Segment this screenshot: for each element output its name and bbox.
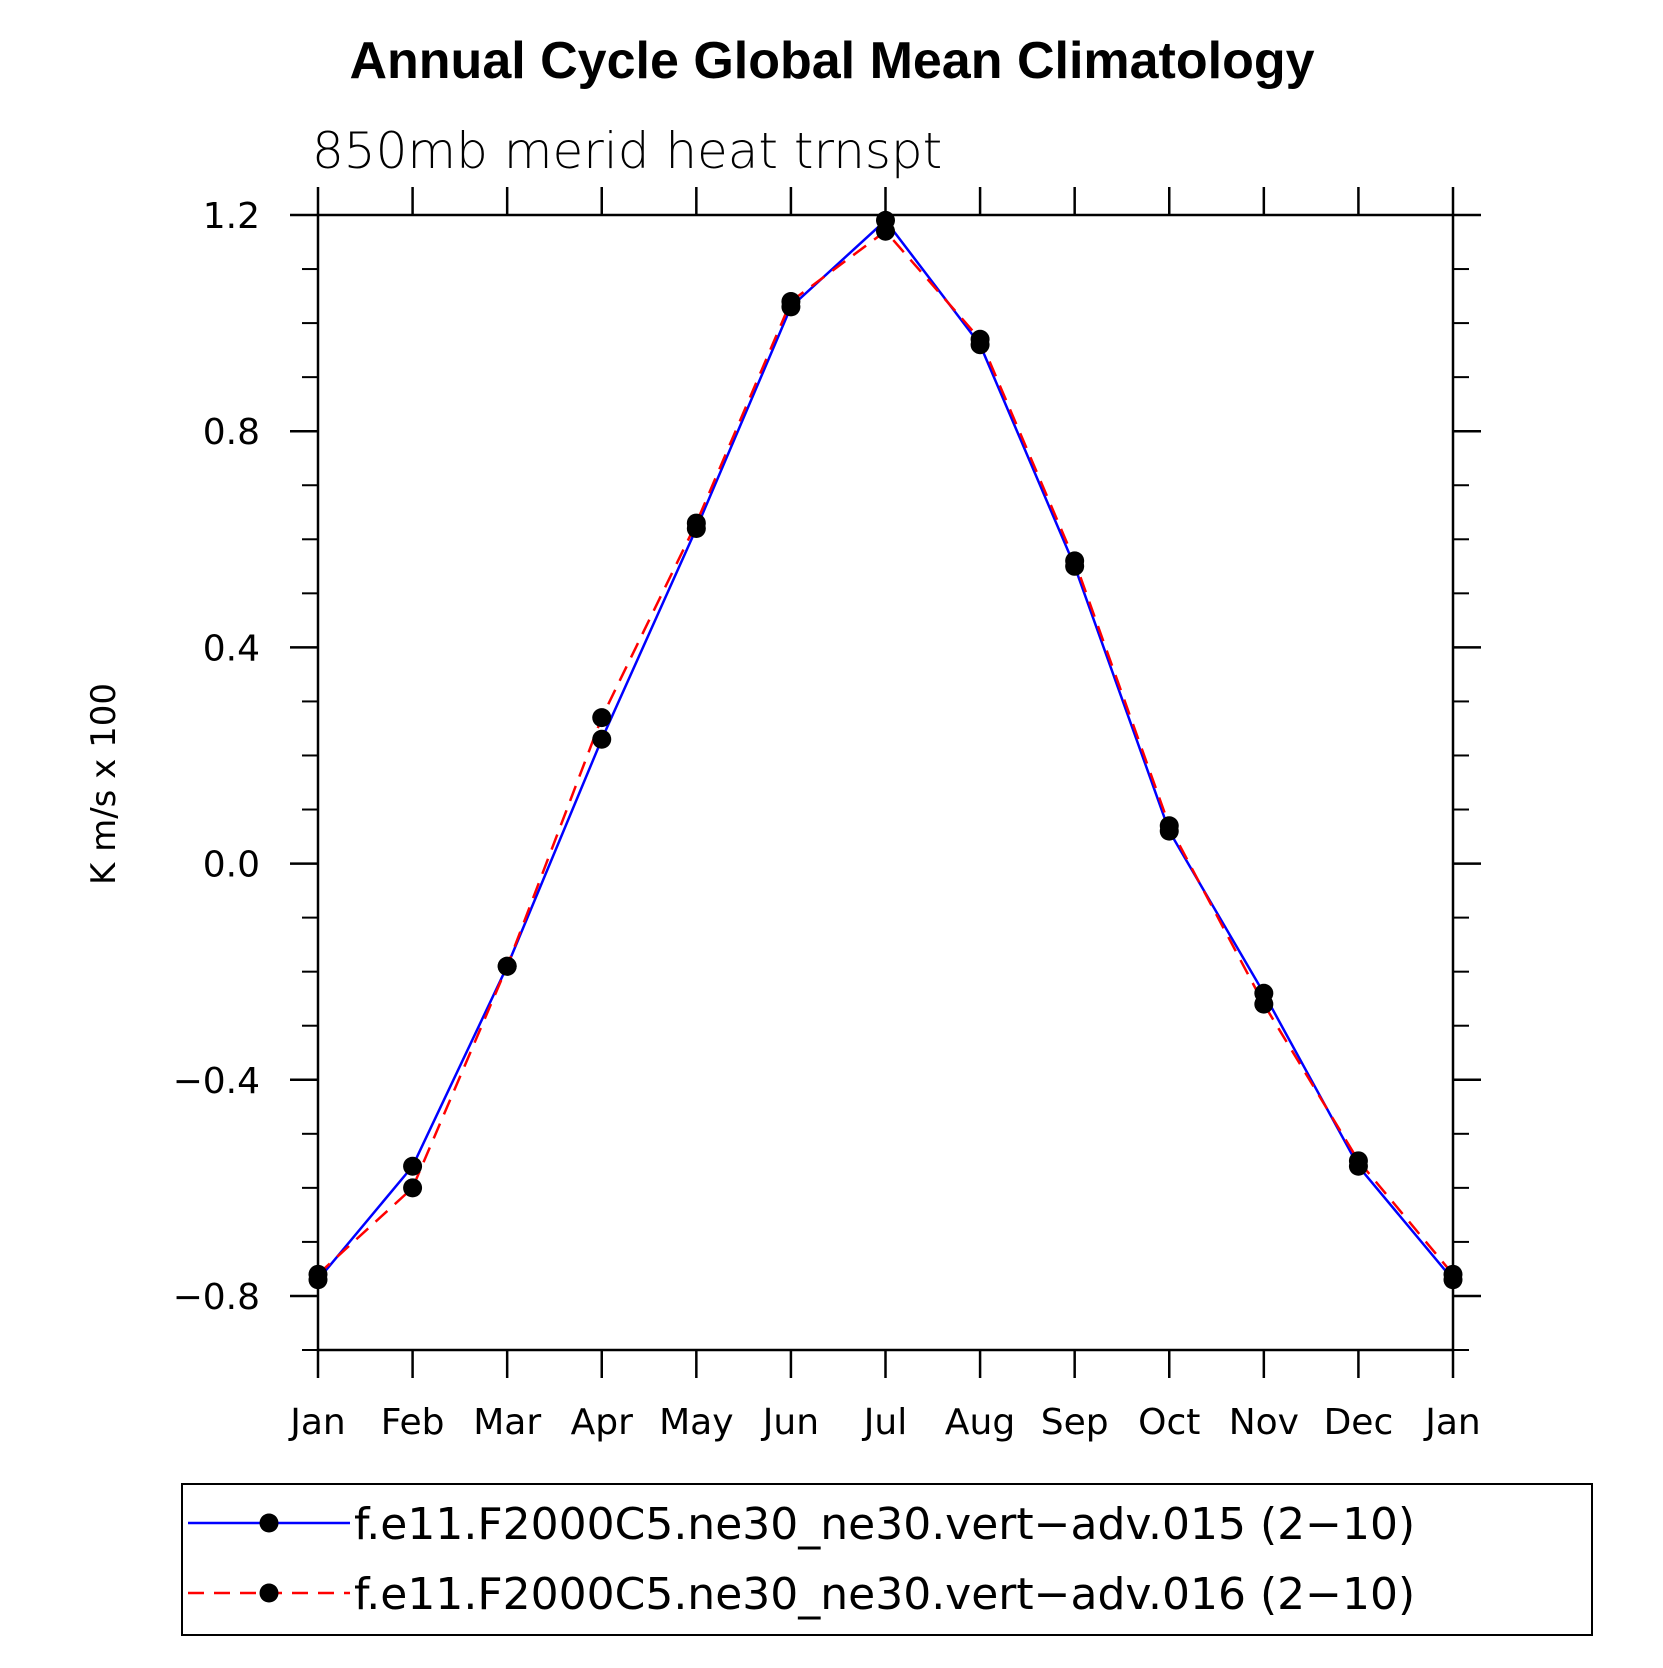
series-1-line	[317, 218, 1454, 1281]
x-tick-label: Jan	[288, 1402, 346, 1443]
legend-entry-label: f.e11.F2000C5.ne30_ne30.vert−adv.015 (2−…	[354, 1499, 1415, 1550]
y-tick-label: −0.8	[173, 1277, 260, 1318]
series-2-point	[686, 513, 706, 533]
legend-swatch-marker	[259, 1583, 279, 1603]
series-2-point	[497, 956, 517, 976]
y-tick-label: 1.2	[203, 196, 260, 237]
series-2-point	[876, 221, 895, 241]
x-tick-label: Sep	[1041, 1402, 1109, 1443]
x-tick-label: Aug	[945, 1402, 1015, 1443]
series-2-point	[781, 291, 801, 311]
x-tick-label: Mar	[473, 1402, 541, 1443]
x-tick-label: Oct	[1138, 1402, 1200, 1443]
series-2-point	[1159, 816, 1179, 836]
legend-entry-label: f.e11.F2000C5.ne30_ne30.vert−adv.016 (2−…	[354, 1569, 1415, 1620]
y-axis-label: K m/s x 100	[84, 683, 124, 885]
legend-swatch-marker	[259, 1513, 279, 1533]
x-tick-label: May	[659, 1402, 733, 1443]
y-tick-label: −0.4	[173, 1061, 260, 1102]
legend-box	[181, 1483, 1593, 1636]
series-2-markers	[308, 221, 1463, 1284]
series-layer	[308, 210, 1463, 1290]
series-2	[317, 229, 1454, 1276]
x-tick-label: Feb	[381, 1402, 445, 1443]
series-2-point	[1348, 1151, 1368, 1171]
series-2-point	[1443, 1264, 1463, 1284]
series-2-point	[1254, 994, 1274, 1014]
series-1-point	[592, 729, 612, 749]
x-tick-label: Jun	[761, 1402, 819, 1443]
x-tick-label: Jul	[862, 1402, 907, 1443]
series-2-point	[308, 1264, 328, 1284]
series-2-point	[403, 1178, 423, 1198]
chart-subtitle: 850mb merid heat trnspt	[312, 122, 942, 180]
x-tick-label: Dec	[1324, 1402, 1394, 1443]
y-tick-label: 0.0	[203, 845, 260, 886]
series-2-line	[317, 229, 1454, 1276]
series-2-point	[970, 329, 990, 349]
x-tick-label: Jan	[1423, 1402, 1481, 1443]
series-1-markers	[308, 210, 1463, 1290]
plot-axes: Jan Feb Mar Apr May Jun Jul Aug Sep Oct Nov Dec Jan −…	[173, 187, 1481, 1443]
series-2-point	[592, 708, 612, 728]
chart-title: Annual Cycle Global Mean Climatology	[349, 32, 1314, 90]
legend: f.e11.F2000C5.ne30_ne30.vert−adv.015 (2−…	[181, 1483, 1593, 1636]
series-1	[317, 218, 1454, 1281]
x-tick-label: Apr	[571, 1402, 633, 1443]
series-1-point	[403, 1156, 423, 1176]
plot-frame	[316, 213, 1455, 1352]
y-tick-label: 0.4	[203, 628, 260, 669]
x-tick-label: Nov	[1229, 1402, 1299, 1443]
y-tick-label: 0.8	[203, 412, 260, 453]
series-2-point	[1065, 551, 1085, 571]
